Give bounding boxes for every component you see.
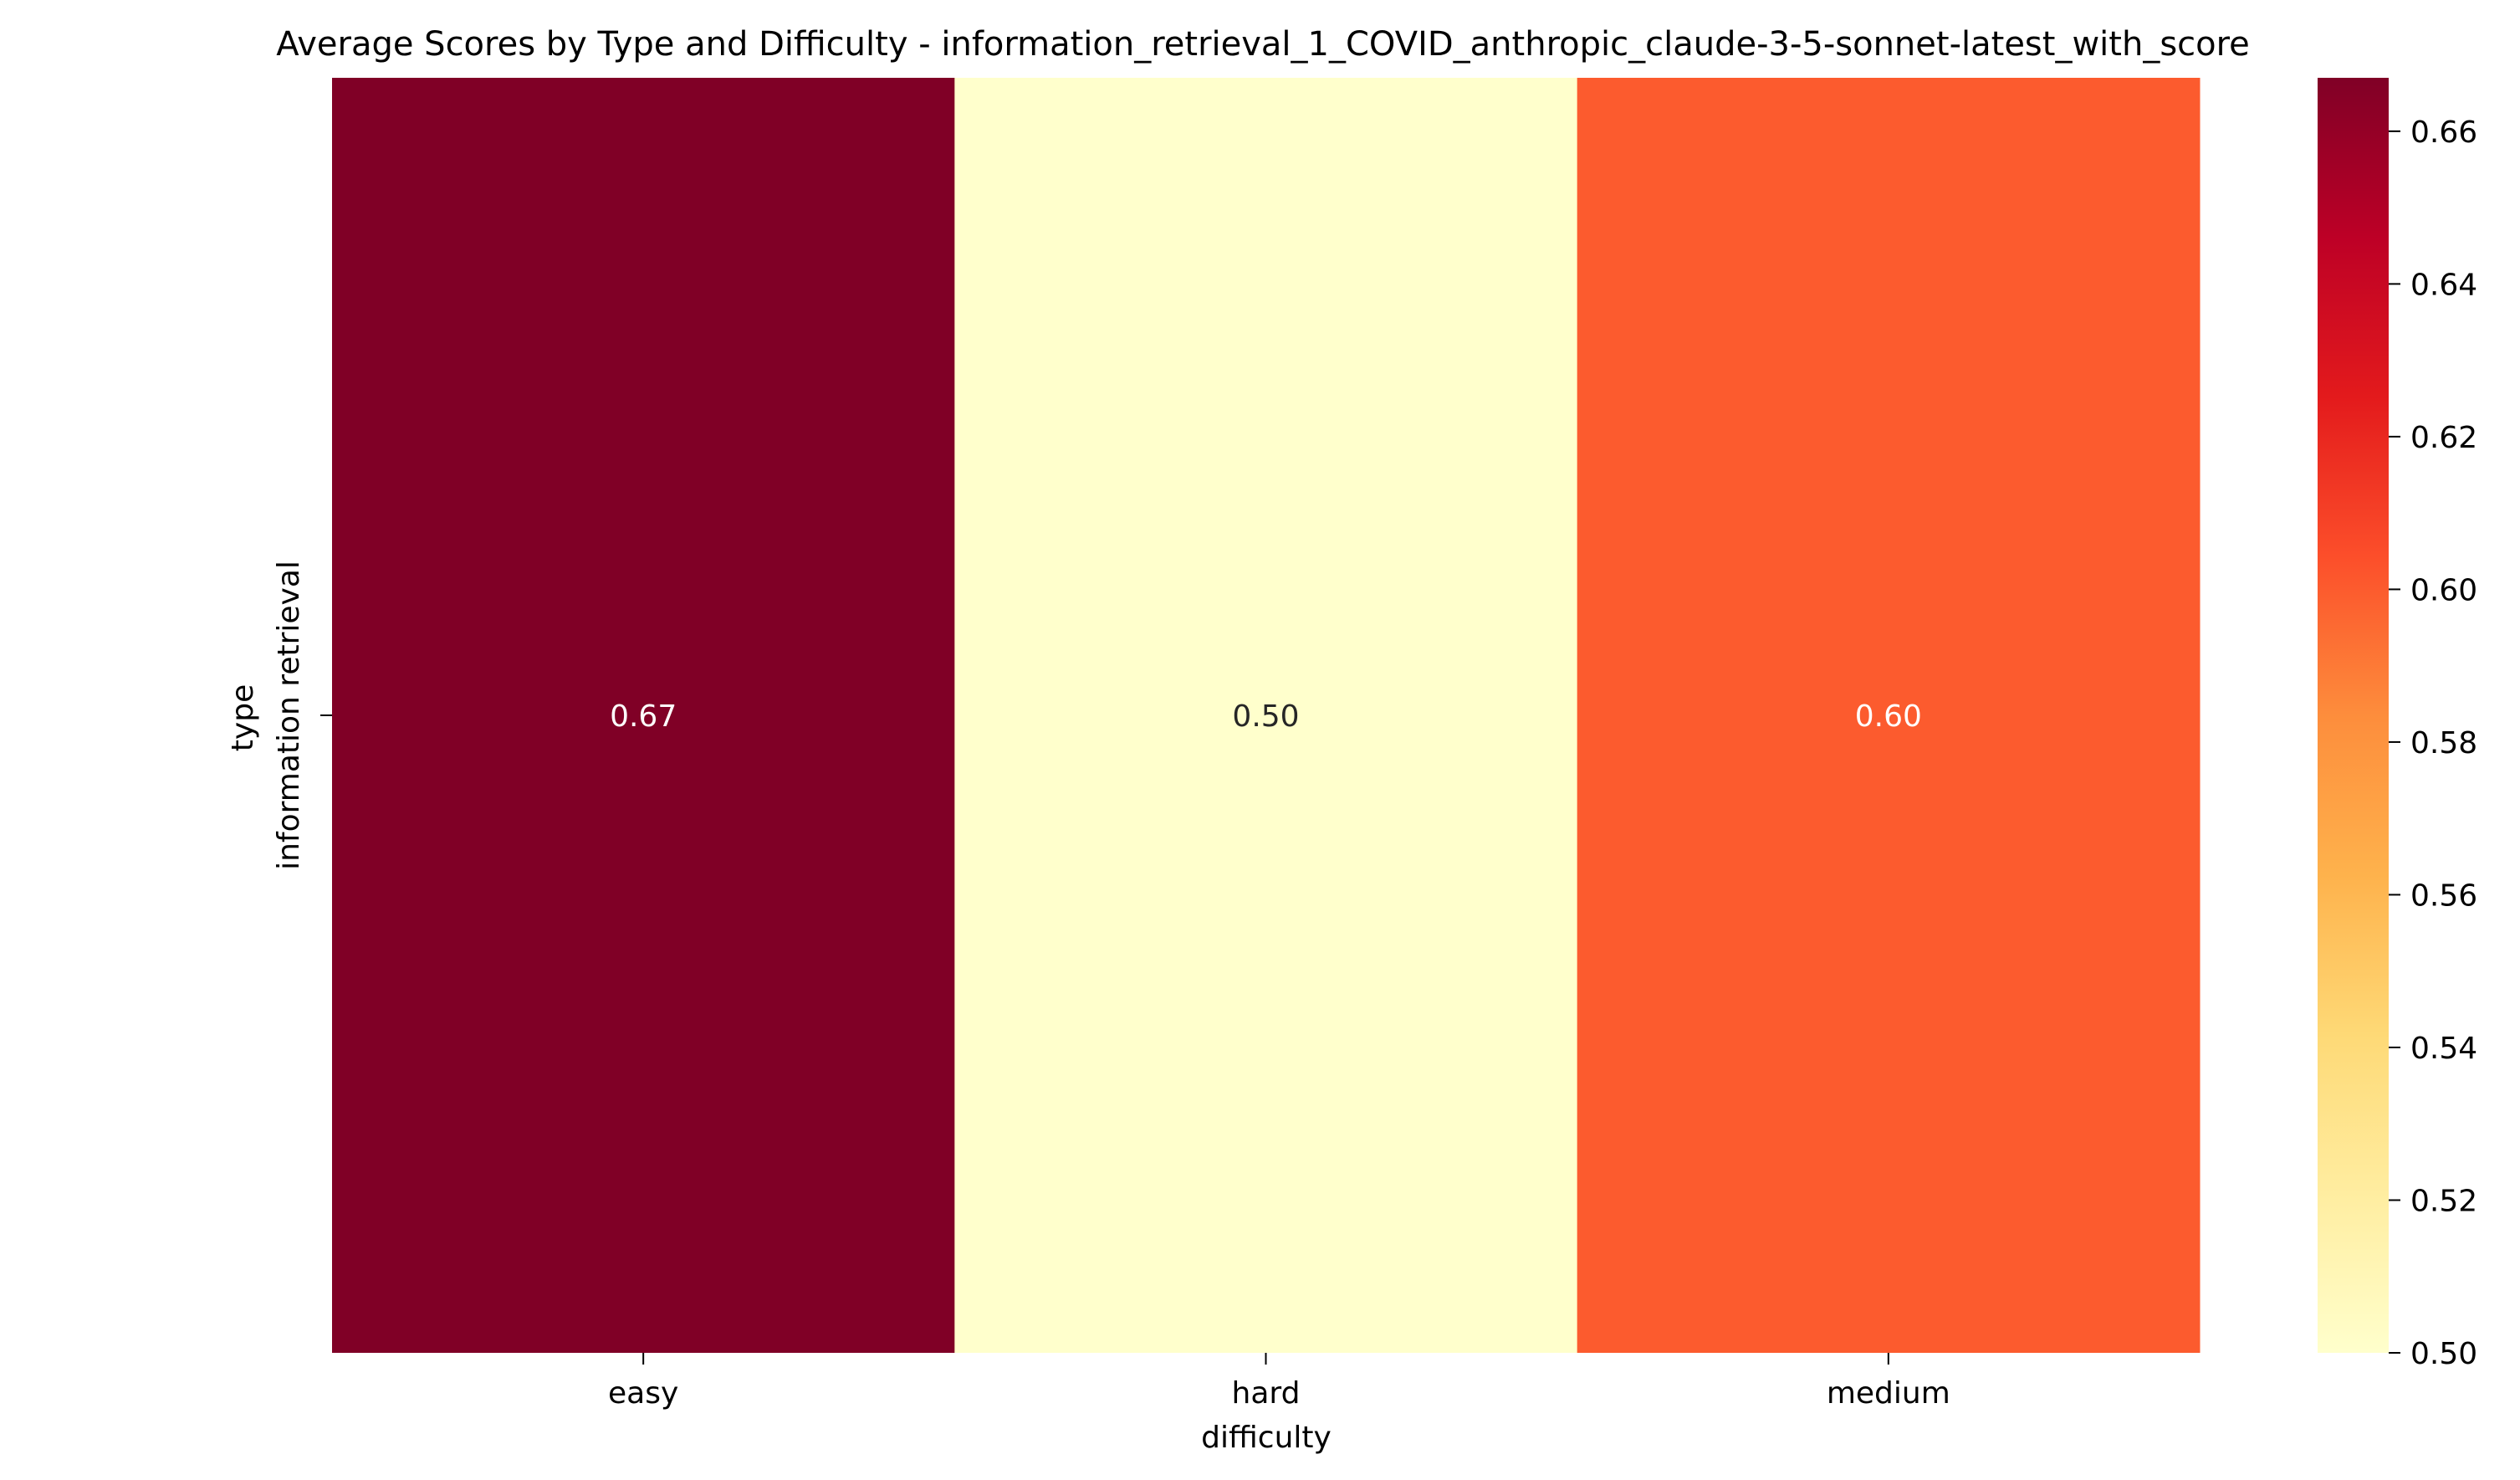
y-axis: information retrieval xyxy=(272,561,332,870)
heatmap-cell-hard xyxy=(954,78,1578,1353)
colorbar-tick-label: 0.56 xyxy=(2410,878,2477,913)
x-axis-label: difficulty xyxy=(1201,1421,1332,1455)
heatmap-cells xyxy=(332,78,2201,1353)
x-tick-label-hard: hard xyxy=(1232,1376,1301,1411)
cell-value-label: 0.67 xyxy=(610,699,677,734)
heatmap-cell-easy xyxy=(332,78,955,1353)
colorbar-tick-label: 0.54 xyxy=(2410,1032,2477,1066)
colorbar-tick-label: 0.62 xyxy=(2410,421,2477,455)
colorbar-tick-label: 0.60 xyxy=(2410,573,2477,607)
colorbar-tick-label: 0.52 xyxy=(2410,1184,2477,1218)
y-tick-label: information retrieval xyxy=(272,561,306,870)
colorbar-ticks: 0.50 0.52 0.54 0.56 0.58 0.60 0.62 0.64 0.66 xyxy=(2389,115,2477,1371)
colorbar-tick-label: 0.66 xyxy=(2410,115,2477,150)
chart-title: Average Scores by Type and Difficulty - … xyxy=(276,25,2250,64)
colorbar-tick-label: 0.64 xyxy=(2410,268,2477,302)
heatmap-cell-labels: 0.67 0.50 0.60 xyxy=(610,699,1922,734)
cell-value-label: 0.60 xyxy=(1855,699,1922,734)
y-axis-label: type xyxy=(226,684,260,751)
colorbar-tick-label: 0.50 xyxy=(2410,1337,2477,1371)
colorbar-gradient xyxy=(2318,78,2389,1353)
colorbar: 0.50 0.52 0.54 0.56 0.58 0.60 0.62 0.64 0.66 xyxy=(2318,78,2477,1371)
heatmap-cell-medium xyxy=(1577,78,2201,1353)
x-axis: easy hard medium xyxy=(608,1353,1950,1411)
x-tick-label-medium: medium xyxy=(1827,1376,1950,1411)
colorbar-tick-label: 0.58 xyxy=(2410,726,2477,760)
x-tick-label-easy: easy xyxy=(608,1376,678,1411)
cell-value-label: 0.50 xyxy=(1232,699,1299,734)
